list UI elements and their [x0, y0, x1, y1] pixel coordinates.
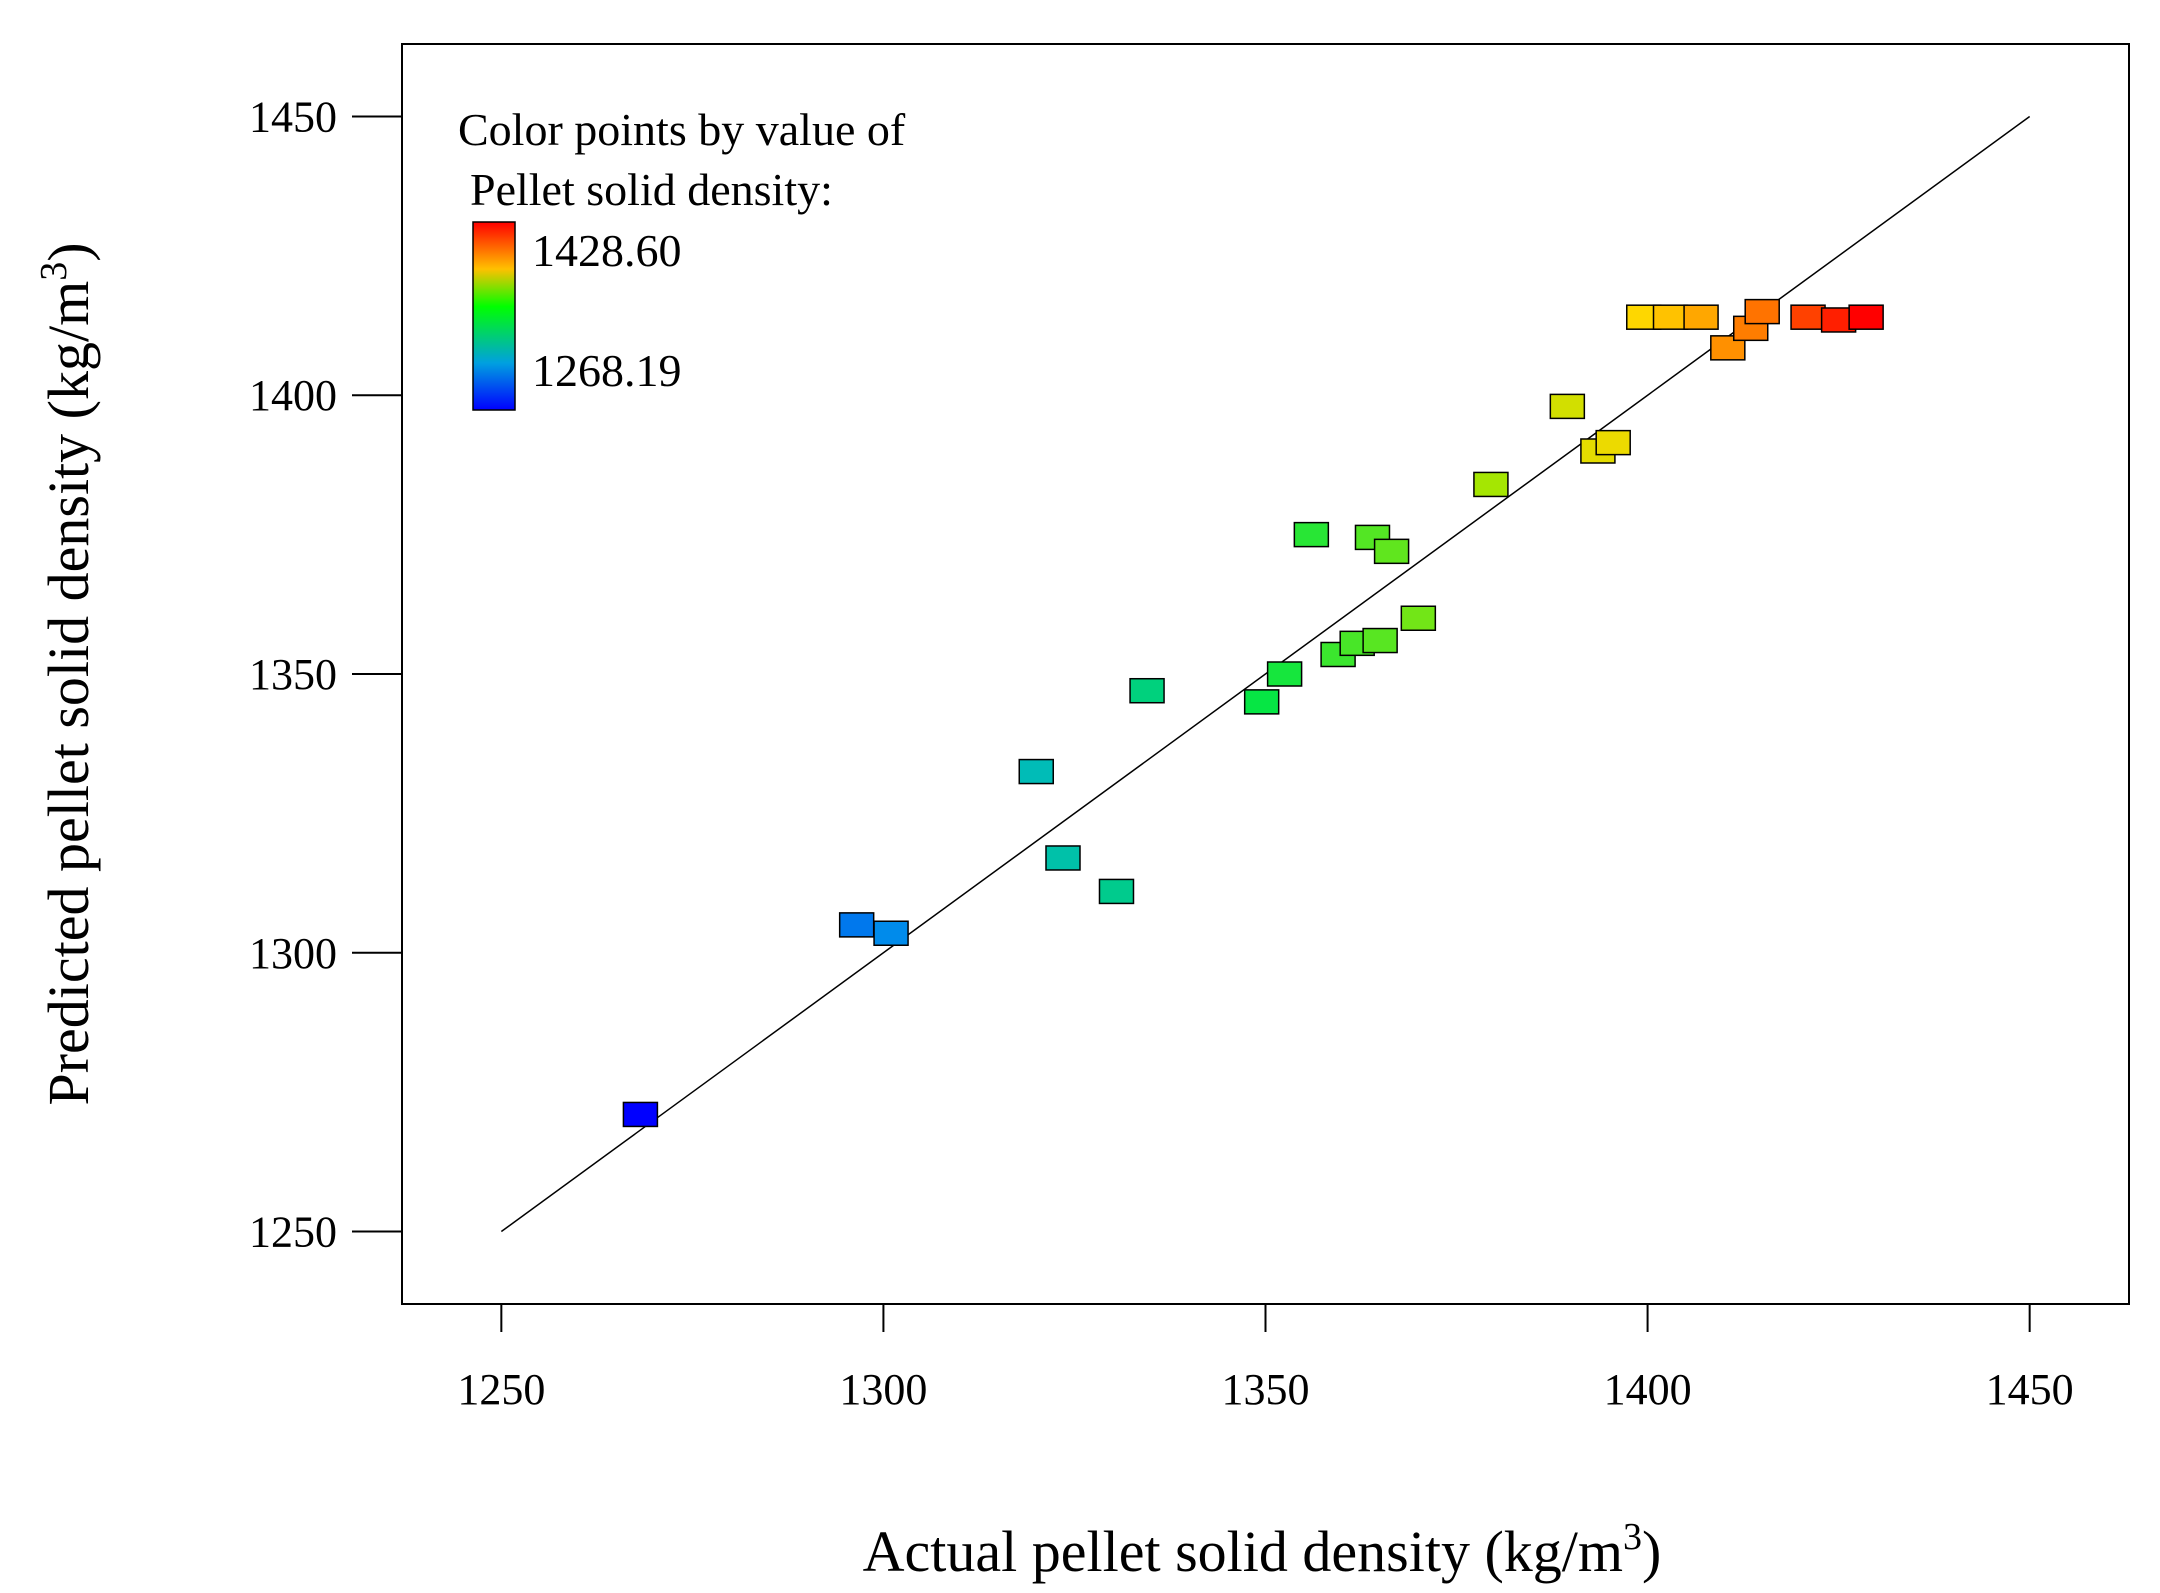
- data-point: [1373, 538, 1410, 565]
- data-point: [1129, 677, 1165, 704]
- data-point: [1018, 758, 1055, 785]
- data-point: [622, 1101, 659, 1128]
- data-point: [1683, 304, 1719, 330]
- data-point: [1549, 393, 1586, 420]
- legend-title-line1: Color points by value of: [458, 104, 906, 155]
- x-tick-label: 1400: [1604, 1365, 1692, 1414]
- x-tick-label: 1250: [457, 1365, 545, 1414]
- y-axis-label: Predicted pellet solid density (kg/m3): [33, 242, 101, 1105]
- data-point: [873, 920, 909, 946]
- data-point: [1243, 689, 1280, 715]
- x-axis-ticks: 1250 1300 1350 1400 1450: [457, 1304, 2074, 1414]
- data-point: [1595, 429, 1631, 456]
- y-tick-label: 1350: [249, 650, 337, 699]
- x-tick-label: 1350: [1222, 1365, 1310, 1414]
- data-point: [1848, 304, 1884, 330]
- data-point: [1652, 304, 1689, 330]
- y-tick-label: 1250: [249, 1208, 337, 1257]
- data-point: [1744, 298, 1780, 325]
- data-points: [622, 298, 1884, 1128]
- data-point: [1362, 627, 1398, 654]
- x-tick-label: 1300: [839, 1365, 927, 1414]
- legend-max-label: 1428.60: [532, 225, 682, 276]
- data-point: [1790, 304, 1826, 330]
- legend-min-label: 1268.19: [532, 345, 682, 396]
- data-point: [1045, 845, 1081, 871]
- data-point: [1266, 661, 1303, 687]
- legend-color-bar: [472, 221, 516, 411]
- data-point: [1400, 605, 1437, 631]
- y-tick-label: 1450: [249, 92, 337, 141]
- y-tick-label: 1400: [249, 371, 337, 420]
- x-axis-label: Actual pellet solid density (kg/m3): [863, 1516, 1662, 1584]
- data-point: [1293, 521, 1330, 548]
- legend-title-line2: Pellet solid density:: [470, 164, 833, 215]
- y-tick-label: 1300: [249, 929, 337, 978]
- x-tick-label: 1450: [1986, 1365, 2074, 1414]
- y-axis-ticks: 1250 1300 1350 1400 1450: [249, 92, 402, 1257]
- data-point: [1098, 878, 1135, 905]
- x-axis-label-end: ): [1642, 1519, 1661, 1584]
- legend: Color points by value of Pellet solid de…: [458, 104, 906, 411]
- y-axis-label-superscript: 3: [33, 262, 75, 281]
- data-point: [1473, 471, 1509, 498]
- y-axis-label-end: ): [36, 242, 101, 261]
- data-point: [838, 912, 875, 938]
- x-axis-label-superscript: 3: [1623, 1516, 1642, 1558]
